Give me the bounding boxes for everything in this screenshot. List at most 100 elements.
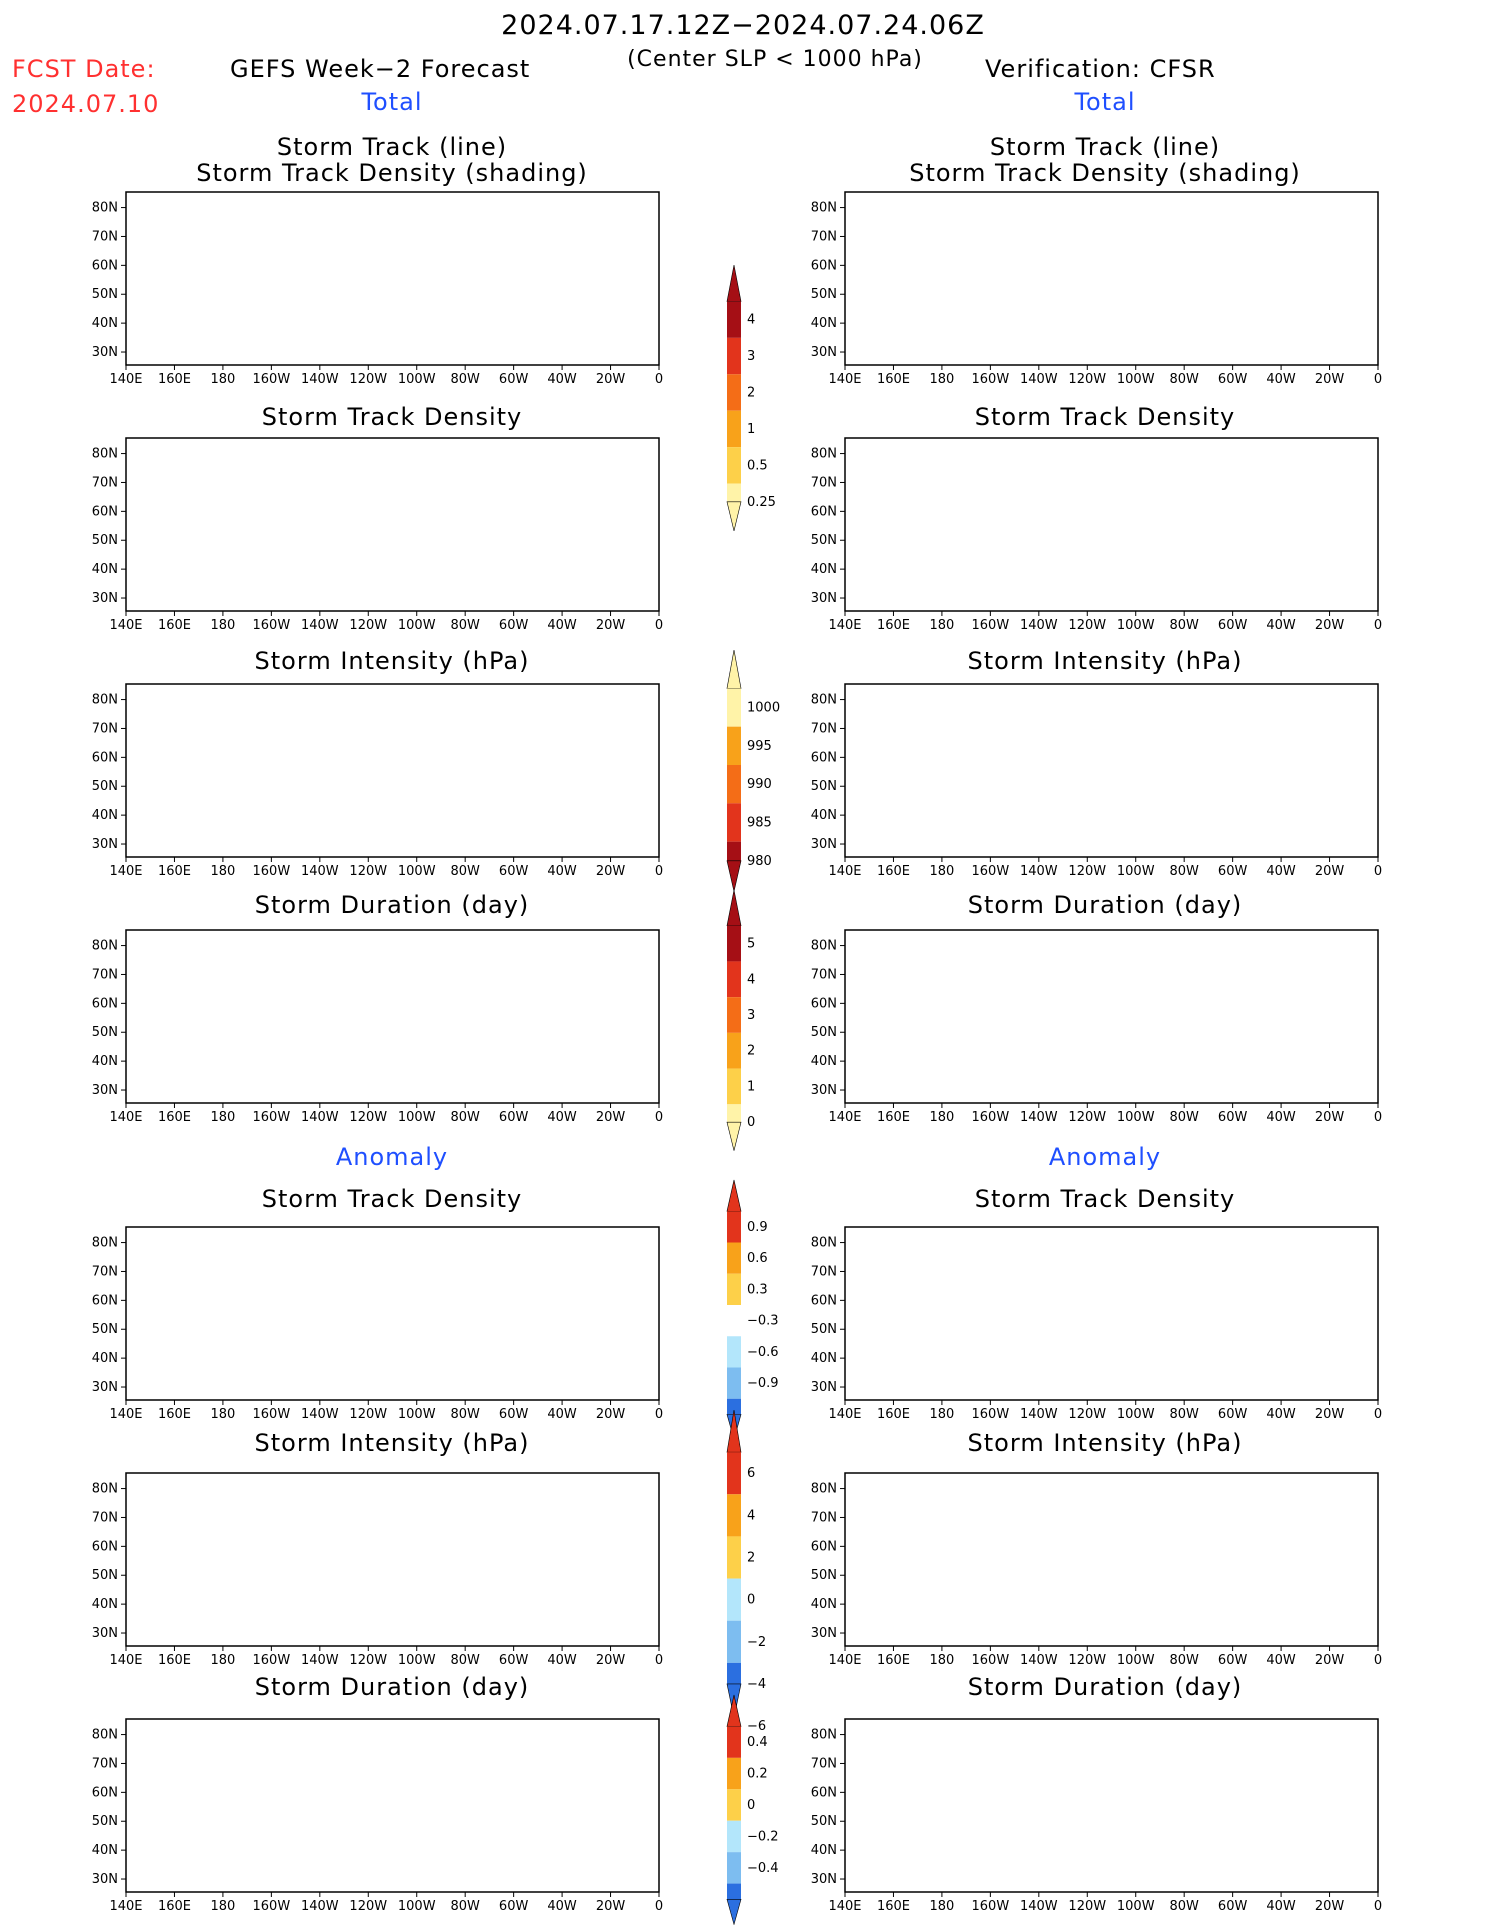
lon-tick-label: 0 (1374, 1899, 1382, 1914)
title-density-right: Storm Track Density (974, 403, 1236, 431)
lat-tick-label: 80N (811, 447, 837, 462)
lat-tick-label: 60N (811, 996, 837, 1011)
lon-tick-label: 160W (253, 1899, 291, 1914)
lat-tick-label: 50N (92, 779, 118, 794)
colorbar-label: 2 (747, 1551, 755, 1566)
lon-tick-label: 180 (929, 372, 954, 387)
lon-tick-label: 40W (1266, 1653, 1296, 1668)
lon-tick-label: 40W (547, 618, 577, 633)
lon-tick-label: 20W (596, 618, 626, 633)
lon-tick-label: 40W (1266, 618, 1296, 633)
lat-tick-label: 60N (811, 750, 837, 765)
lon-tick-label: 160W (972, 372, 1010, 387)
lat-tick-label: 50N (92, 287, 118, 302)
lon-tick-label: 100W (398, 1110, 436, 1125)
colorbar-label: 1000 (747, 701, 780, 716)
lat-tick-label: 30N (92, 591, 118, 606)
lon-tick-label: 160E (158, 618, 191, 633)
title-anom-density-left: Storm Track Density (261, 1185, 523, 1213)
lon-tick-label: 100W (398, 1899, 436, 1914)
slp-subtitle: (Center SLP < 1000 hPa) (627, 47, 923, 72)
lat-tick-label: 30N (811, 345, 837, 360)
lat-tick-label: 40N (92, 1597, 118, 1612)
lon-tick-label: 100W (1117, 1653, 1155, 1668)
lat-tick-label: 80N (92, 1728, 118, 1743)
colorbar-label: 0.25 (747, 495, 776, 510)
lon-tick-label: 60W (1218, 1899, 1248, 1914)
lon-tick-label: 0 (655, 1653, 663, 1668)
lat-tick-label: 40N (811, 1351, 837, 1366)
lon-tick-label: 160E (158, 1653, 191, 1668)
lon-tick-label: 160W (972, 1110, 1010, 1125)
colorbar-label: 3 (747, 349, 755, 364)
lon-tick-label: 140W (301, 372, 339, 387)
lon-tick-label: 20W (1315, 1899, 1345, 1914)
lon-tick-label: 140W (301, 1110, 339, 1125)
lon-tick-label: 140W (1020, 864, 1058, 879)
title-anom-intensity-left: Storm Intensity (hPa) (254, 1429, 530, 1457)
colorbar-density: 4 3 2 1 0.5 0.25 (726, 264, 776, 531)
lat-tick-label: 50N (92, 1814, 118, 1829)
lon-tick-label: 0 (1374, 1110, 1382, 1125)
lat-tick-label: 40N (811, 1843, 837, 1858)
colorbar-label: 4 (747, 313, 755, 328)
lat-tick-label: 30N (92, 345, 118, 360)
lon-tick-label: 80W (1169, 1110, 1199, 1125)
lat-tick-label: 40N (92, 1351, 118, 1366)
title-track-shading-left: Storm Track Density (shading) (196, 159, 588, 187)
lon-tick-label: 160W (253, 864, 291, 879)
lat-tick-label: 80N (811, 1236, 837, 1251)
lat-tick-label: 50N (811, 1025, 837, 1040)
lon-tick-label: 20W (596, 1110, 626, 1125)
lat-tick-label: 30N (811, 1380, 837, 1395)
colorbar-intensity: 1000 995 990 985 980 (726, 649, 780, 892)
lat-tick-label: 80N (92, 1236, 118, 1251)
anomaly-label-right: Anomaly (1048, 1143, 1162, 1171)
lon-tick-label: 0 (655, 1110, 663, 1125)
title-duration-left: Storm Duration (day) (254, 891, 530, 919)
lon-tick-label: 180 (929, 1407, 954, 1422)
lon-tick-label: 60W (1218, 618, 1248, 633)
lon-tick-label: 160E (877, 1653, 910, 1668)
title-track-line-right: Storm Track (line) (989, 133, 1221, 161)
lon-tick-label: 160E (158, 1899, 191, 1914)
colorbar-label: 0.2 (747, 1767, 768, 1782)
lon-tick-label: 120W (349, 1653, 387, 1668)
lon-tick-label: 0 (655, 1899, 663, 1914)
lat-tick-label: 70N (811, 967, 837, 982)
lon-tick-label: 80W (1169, 1653, 1199, 1668)
lon-tick-label: 160W (972, 1899, 1010, 1914)
lat-tick-label: 70N (92, 475, 118, 490)
lat-tick-label: 60N (92, 1293, 118, 1308)
lon-tick-label: 180 (929, 618, 954, 633)
lon-tick-label: 20W (1315, 1653, 1345, 1668)
map-anom-intensity-forecast-axes: 80N 70N 60N 50N 40N 30N 140E 160E 180 160W 140W 120… (92, 1472, 663, 1668)
lat-tick-label: 70N (811, 1510, 837, 1525)
lon-tick-label: 140E (109, 1899, 142, 1914)
lon-tick-label: 120W (1068, 1653, 1106, 1668)
lon-tick-label: 140E (109, 864, 142, 879)
title-density-left: Storm Track Density (261, 403, 523, 431)
lon-tick-label: 140W (301, 1899, 339, 1914)
lon-tick-label: 120W (349, 864, 387, 879)
lon-tick-label: 100W (1117, 372, 1155, 387)
lon-tick-label: 100W (1117, 1899, 1155, 1914)
lat-tick-label: 80N (811, 939, 837, 954)
lat-tick-label: 80N (92, 939, 118, 954)
total-label-left: Total (361, 88, 423, 116)
lon-tick-label: 120W (1068, 864, 1106, 879)
lon-tick-label: 40W (547, 372, 577, 387)
lon-tick-label: 140E (109, 372, 142, 387)
lon-tick-label: 60W (499, 864, 529, 879)
lon-tick-label: 160W (253, 1110, 291, 1125)
colorbar-label: 990 (747, 777, 772, 792)
lon-tick-label: 40W (547, 864, 577, 879)
lat-tick-label: 50N (92, 533, 118, 548)
lat-tick-label: 60N (811, 1293, 837, 1308)
colorbar-label: 985 (747, 816, 772, 831)
lon-tick-label: 120W (349, 1899, 387, 1914)
lon-tick-label: 20W (596, 1899, 626, 1914)
lon-tick-label: 160E (877, 864, 910, 879)
lon-tick-label: 180 (929, 864, 954, 879)
lon-tick-label: 120W (1068, 1110, 1106, 1125)
